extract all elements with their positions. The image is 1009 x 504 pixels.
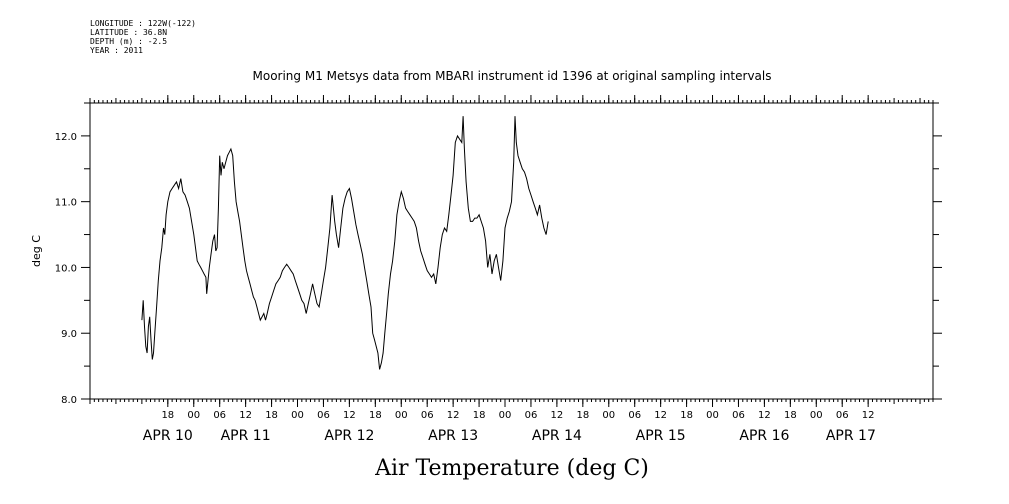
depth-label: DEPTH (m) : -2.5 (90, 37, 168, 46)
x-tick-label: 00 (706, 410, 719, 421)
x-tick-label: 18 (784, 410, 797, 421)
x-tick-label: 12 (758, 410, 771, 421)
x-tick-label: 18 (369, 410, 382, 421)
x-tick-label: 12 (551, 410, 564, 421)
x-date-label: APR 17 (826, 428, 876, 444)
y-tick-label: 10.0 (55, 263, 77, 274)
latitude-label: LATITUDE : 36.8N (90, 28, 168, 37)
series-line-air-temperature (141, 116, 549, 370)
y-tick-label: 11.0 (55, 198, 77, 209)
x-tick-label: 00 (291, 410, 304, 421)
x-tick-label: 12 (654, 410, 667, 421)
longitude-label: LONGITUDE : 122W(-122) (90, 19, 196, 28)
x-tick-label: 06 (732, 410, 745, 421)
x-tick-label: 00 (810, 410, 823, 421)
x-tick-label: 00 (602, 410, 615, 421)
x-date-label: APR 15 (636, 428, 686, 444)
y-tick-label: 9.0 (61, 329, 77, 340)
x-date-label: APR 11 (221, 428, 271, 444)
year-label: YEAR : 2011 (90, 46, 143, 55)
x-tick-label: 18 (473, 410, 486, 421)
y-tick-label: 12.0 (55, 132, 77, 143)
metadata-block: LONGITUDE : 122W(-122) LATITUDE : 36.8N … (90, 19, 196, 55)
x-tick-label: 18 (680, 410, 693, 421)
x-date-label: APR 10 (143, 428, 193, 444)
x-tick-label: 06 (525, 410, 538, 421)
x-axis-label: Air Temperature (deg C) (374, 456, 649, 481)
x-tick-label: 12 (239, 410, 252, 421)
x-tick-label: 00 (499, 410, 512, 421)
x-date-label: APR 13 (428, 428, 478, 444)
x-tick-label: 18 (576, 410, 589, 421)
x-tick-label: 06 (317, 410, 330, 421)
chart-title: Mooring M1 Metsys data from MBARI instru… (253, 69, 772, 83)
x-tick-label: 06 (213, 410, 226, 421)
plot-frame (89, 102, 934, 400)
x-tick-label: 06 (836, 410, 849, 421)
x-tick-label: 12 (862, 410, 875, 421)
x-tick-label: 12 (447, 410, 460, 421)
x-tick-label: 00 (395, 410, 408, 421)
x-date-label: APR 14 (532, 428, 582, 444)
x-tick-label: 06 (421, 410, 434, 421)
x-date-label: APR 12 (324, 428, 374, 444)
x-tick-label: 12 (343, 410, 356, 421)
x-tick-label: 18 (265, 410, 278, 421)
x-date-label: APR 16 (739, 428, 789, 444)
y-axis-label: deg C (30, 235, 43, 267)
axes: 8.0 9.0 10.0 11.0 12.0 18 00 06 12 18 00 06 12 18 00 06… (55, 95, 942, 444)
y-tick-label: 8.0 (61, 395, 77, 406)
x-tick-label: 18 (161, 410, 174, 421)
x-tick-label: 06 (628, 410, 641, 421)
x-tick-label: 00 (187, 410, 200, 421)
